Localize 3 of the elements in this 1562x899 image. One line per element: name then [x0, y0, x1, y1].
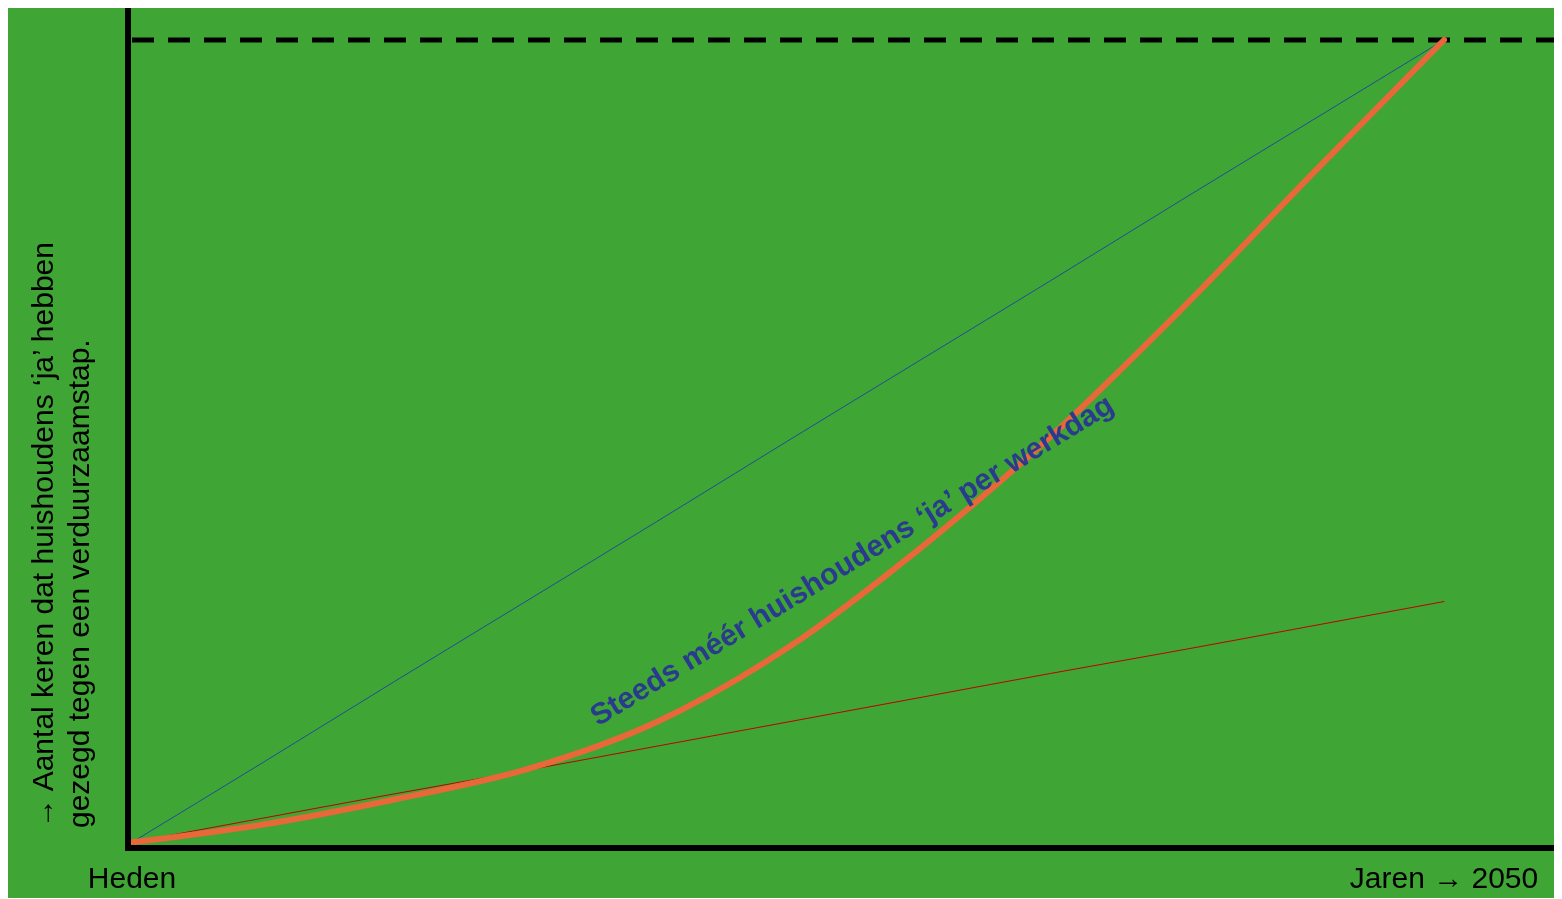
x-tick-label: Heden: [87, 861, 177, 894]
x-tick-label: Jaren → 2050: [1349, 861, 1539, 894]
y-axis-title: → Aantal keren dat huishoudens ‘ja’ hebben gezegd tegen een verduurzaamstap.: [26, 242, 95, 828]
